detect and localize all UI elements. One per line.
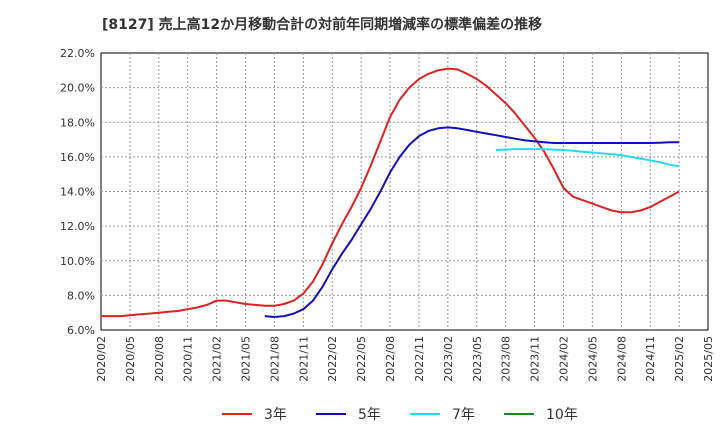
- x-tick-label: 2024/02: [557, 336, 570, 382]
- x-tick-label: 2023/08: [500, 336, 513, 382]
- x-tick-label: 2021/08: [268, 336, 281, 382]
- x-tick-label: 2020/05: [124, 336, 137, 382]
- y-tick-label: 18.0%: [60, 116, 95, 129]
- series-line: [264, 126, 680, 318]
- x-tick-label: 2020/08: [153, 336, 166, 382]
- x-tick-label: 2022/02: [326, 336, 339, 382]
- y-tick-label: 12.0%: [60, 220, 95, 233]
- x-tick-label: 2020/02: [95, 336, 108, 382]
- y-tick-label: 10.0%: [60, 255, 95, 268]
- series-layer: [101, 67, 680, 318]
- legend-label: 3年: [264, 407, 287, 423]
- x-tick-label: 2024/08: [615, 336, 628, 382]
- x-tick-label: 2023/11: [529, 336, 542, 382]
- series-line: [495, 148, 680, 168]
- x-tick-label: 2022/11: [413, 336, 426, 382]
- chart-title: [8127] 売上高12か月移動合計の対前年同期増減率の標準偏差の推移: [102, 16, 542, 33]
- y-tick-label: 14.0%: [60, 186, 95, 199]
- x-axis-ticks: 2020/02 2020/05 2020/08 2020/11 2021/02 2021/…: [95, 336, 715, 382]
- x-tick-label: 2020/11: [182, 336, 195, 382]
- y-tick-label: 20.0%: [60, 82, 95, 95]
- y-tick-label: 16.0%: [60, 151, 95, 164]
- legend-label: 7年: [452, 407, 475, 423]
- x-tick-label: 2025/02: [673, 336, 686, 382]
- x-tick-label: 2023/02: [442, 336, 455, 382]
- legend-label: 5年: [358, 407, 381, 423]
- legend: 3年 5年 7年 10年: [222, 407, 578, 423]
- x-tick-label: 2025/05: [702, 336, 715, 382]
- x-tick-label: 2022/08: [384, 336, 397, 382]
- grid: [101, 53, 708, 330]
- y-tick-label: 6.0%: [67, 324, 95, 337]
- y-tick-label: 22.0%: [60, 47, 95, 60]
- x-tick-label: 2021/11: [297, 336, 310, 382]
- x-tick-label: 2024/05: [586, 336, 599, 382]
- series-line: [101, 67, 680, 318]
- legend-label: 10年: [546, 407, 578, 423]
- y-tick-label: 8.0%: [67, 289, 95, 302]
- x-tick-label: 2024/11: [644, 336, 657, 382]
- x-tick-label: 2023/05: [471, 336, 484, 382]
- x-tick-label: 2021/05: [240, 336, 253, 382]
- y-axis-ticks: 6.0% 8.0% 10.0% 12.0% 14.0% 16.0% 18.0% 20.0% 22…: [60, 47, 95, 337]
- x-tick-label: 2021/02: [211, 336, 224, 382]
- x-tick-label: 2022/05: [355, 336, 368, 382]
